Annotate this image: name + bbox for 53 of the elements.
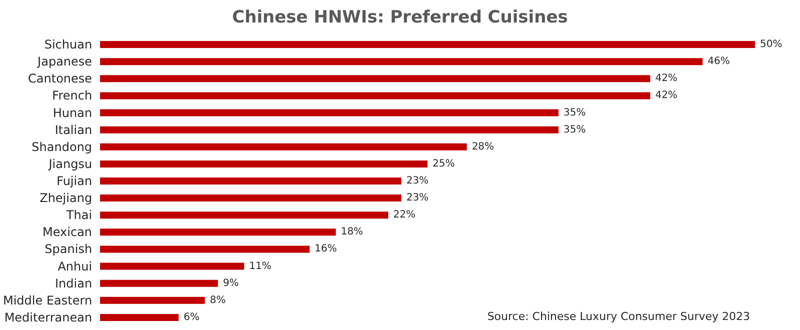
bar bbox=[100, 228, 336, 236]
y-tick-label: Cantonese bbox=[28, 72, 92, 86]
chart-title: Chinese HNWIs: Preferred Cuisines bbox=[232, 8, 568, 28]
bar bbox=[100, 296, 205, 304]
y-tick-label: Spanish bbox=[44, 242, 92, 256]
data-label: 22% bbox=[393, 210, 416, 221]
y-tick-label: Hunan bbox=[52, 106, 92, 120]
y-tick-label: Japanese bbox=[36, 54, 92, 69]
bar bbox=[100, 160, 428, 168]
annotation: Source: Chinese Luxury Consumer Survey 2023 bbox=[487, 310, 750, 323]
y-tick-label: Middle Eastern bbox=[2, 293, 92, 308]
data-label: 11% bbox=[249, 260, 272, 272]
y-tick-label: Mediterranean bbox=[4, 310, 92, 324]
bar bbox=[100, 41, 755, 48]
data-label: 35% bbox=[564, 124, 586, 136]
bar bbox=[100, 143, 467, 150]
data-label: 16% bbox=[314, 244, 337, 255]
y-tick-label: Indian bbox=[54, 276, 92, 290]
bar bbox=[100, 212, 388, 219]
bar bbox=[100, 314, 179, 321]
bar bbox=[100, 92, 650, 100]
y-tick-label: Shandong bbox=[32, 140, 92, 154]
data-label: 25% bbox=[432, 158, 455, 170]
data-label: 9% bbox=[222, 278, 239, 289]
y-tick-label: Fujian bbox=[56, 174, 92, 188]
data-label: 6% bbox=[184, 312, 200, 323]
bar bbox=[100, 194, 402, 202]
y-tick-label: Thai bbox=[65, 208, 92, 222]
data-label: 28% bbox=[472, 141, 494, 152]
data-label: 42% bbox=[655, 90, 678, 102]
bar bbox=[100, 58, 703, 66]
bar bbox=[100, 246, 310, 253]
data-label: 18% bbox=[340, 226, 364, 238]
y-tick-label: Sichuan bbox=[44, 38, 92, 52]
data-label: 50% bbox=[760, 39, 782, 50]
y-tick-label: Zhejiang bbox=[40, 191, 92, 206]
bar bbox=[100, 126, 559, 134]
bar bbox=[100, 262, 244, 270]
y-tick-label: French bbox=[52, 88, 92, 103]
bar bbox=[100, 109, 559, 116]
data-label: 23% bbox=[406, 192, 429, 204]
data-label: 8% bbox=[210, 294, 226, 306]
data-label: 46% bbox=[708, 56, 730, 68]
y-tick-label: Anhui bbox=[58, 259, 92, 274]
data-label: 35% bbox=[564, 107, 586, 118]
y-tick-label: Jiangsu bbox=[48, 156, 92, 171]
bar bbox=[100, 280, 218, 287]
y-tick-label: Italian bbox=[54, 122, 92, 137]
y-tick-label: Mexican bbox=[42, 225, 92, 240]
bar bbox=[100, 75, 650, 82]
data-label: 42% bbox=[655, 73, 678, 84]
data-label: 23% bbox=[406, 176, 429, 186]
bar bbox=[100, 178, 402, 184]
